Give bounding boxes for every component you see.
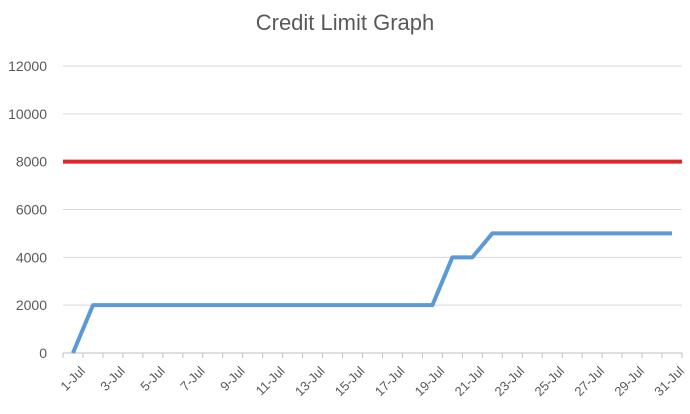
x-tick-label: 19-Jul [412, 363, 448, 399]
x-tick-label: 25-Jul [531, 363, 567, 399]
x-tick-label: 11-Jul [253, 363, 288, 398]
x-tick-label: 1-Jul [57, 363, 88, 394]
x-tick-label: 5-Jul [137, 363, 168, 394]
chart-title: Credit Limit Graph [255, 10, 435, 35]
series-group [63, 159, 682, 354]
y-tick-label: 2000 [16, 297, 47, 313]
y-tick-label: 4000 [16, 249, 47, 265]
y-tick-label: 6000 [16, 202, 47, 218]
y-tick-label: 10000 [8, 106, 47, 122]
y-axis: 0 2000 4000 6000 8000 10000 12000 [8, 58, 47, 361]
y-tick-label: 12000 [8, 58, 47, 74]
x-tick-label: 7-Jul [177, 363, 208, 394]
balance-line [71, 231, 673, 354]
x-tick-label: 21-Jul [452, 363, 488, 399]
y-tick-label: 0 [39, 345, 47, 361]
gridlines [63, 65, 682, 306]
x-tick-label: 15-Jul [332, 363, 368, 399]
x-tick-label: 17-Jul [372, 363, 408, 399]
x-tick-label: 29-Jul [611, 363, 647, 399]
x-tick-label: 9-Jul [217, 363, 248, 394]
x-tick-label: 23-Jul [492, 363, 528, 399]
x-tick-label: 13-Jul [292, 363, 328, 399]
x-tick-label: 27-Jul [571, 363, 607, 399]
y-tick-label: 8000 [16, 154, 47, 170]
x-tick-label: 3-Jul [97, 363, 128, 394]
x-tick-label: 31-Jul [651, 363, 687, 399]
x-axis: 1-Jul 3-Jul 5-Jul 7-Jul 9-Jul 11-Jul 13-Jul 15-… [57, 352, 687, 399]
